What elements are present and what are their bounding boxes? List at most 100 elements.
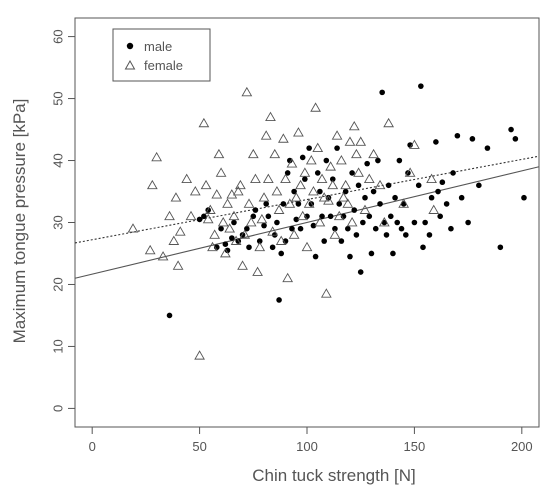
female-point [168, 235, 180, 245]
female-point [151, 151, 163, 162]
female-point [127, 223, 139, 233]
female-point [299, 167, 311, 177]
female-point [305, 155, 317, 165]
y-tick-label: 30 [51, 215, 66, 229]
male-point [426, 232, 433, 238]
female-point [174, 226, 186, 236]
female-point [258, 192, 270, 202]
x-tick-label: 200 [511, 439, 533, 454]
female-point [241, 86, 253, 97]
female-point [254, 241, 266, 252]
female-point [353, 167, 364, 177]
female-point [297, 210, 309, 221]
male-point [304, 213, 310, 220]
female-point [351, 148, 362, 159]
female-point [312, 142, 324, 152]
male-point [392, 194, 398, 201]
y-tick-label: 40 [51, 153, 66, 167]
female-point [239, 229, 251, 239]
male-point [317, 188, 323, 195]
male-point [213, 244, 220, 251]
female-point [314, 216, 326, 227]
male-point [327, 213, 334, 220]
male-fit-line [74, 166, 540, 279]
legend-female-marker [124, 59, 136, 70]
female-point [348, 120, 360, 131]
male-point [291, 188, 297, 195]
male-point [448, 225, 454, 232]
male-point [276, 297, 282, 303]
female-point [237, 260, 248, 270]
female-point [293, 127, 304, 137]
legend-female-label: female [144, 58, 183, 73]
female-point [363, 173, 375, 183]
male-point [252, 207, 259, 213]
female-point [310, 102, 321, 112]
male-point [497, 244, 504, 251]
female-point [146, 179, 158, 190]
male-point [299, 154, 306, 161]
male-point [319, 213, 325, 220]
female-point [247, 148, 259, 159]
female-point [342, 198, 354, 208]
male-point [415, 182, 422, 189]
female-point [189, 186, 201, 196]
male-point [387, 213, 394, 220]
male-point [342, 188, 349, 195]
male-point [201, 213, 207, 220]
female-point [172, 260, 184, 270]
female-point [340, 179, 352, 190]
male-point [250, 213, 257, 220]
male-point [314, 170, 321, 176]
female-point [284, 198, 296, 208]
male-point [256, 238, 263, 244]
male-point [312, 253, 319, 260]
female-point [200, 179, 212, 190]
female-point [213, 148, 225, 159]
female-point [301, 241, 313, 252]
female-point [288, 229, 300, 239]
male-point [433, 139, 439, 145]
male-point [265, 213, 272, 220]
y-tick-label: 10 [51, 339, 66, 353]
male-point [261, 222, 267, 229]
male-point [289, 225, 295, 232]
x-tick-label: 0 [89, 439, 96, 454]
male-point [329, 176, 336, 182]
male-point [166, 312, 173, 319]
female-point [359, 204, 371, 214]
legend-box [112, 28, 211, 82]
female-point [252, 266, 263, 276]
male-point [357, 269, 364, 275]
male-point [274, 219, 280, 226]
female-point [256, 213, 268, 224]
male-point [231, 219, 237, 226]
male-point [396, 157, 403, 164]
male-point [521, 194, 527, 201]
male-point [368, 250, 375, 257]
male-point [385, 182, 392, 189]
male-point [394, 219, 401, 226]
female-point [374, 179, 386, 190]
legend: male female [112, 28, 211, 82]
female-point [398, 198, 410, 208]
female-point [320, 288, 332, 298]
male-point [229, 235, 235, 241]
male-point [360, 219, 366, 226]
female-point [316, 173, 328, 183]
female-point [338, 192, 349, 202]
female-point [355, 136, 367, 146]
y-axis-label: Maximum tongue pressure [kPa] [10, 99, 29, 344]
male-point [196, 216, 203, 223]
male-point [508, 126, 514, 133]
male-point [375, 157, 381, 164]
male-point [512, 136, 519, 142]
male-point [379, 89, 385, 96]
female-point [243, 198, 255, 208]
female-point [170, 192, 182, 202]
female-point [230, 235, 242, 245]
female-point [269, 148, 281, 159]
female-point [318, 192, 330, 202]
